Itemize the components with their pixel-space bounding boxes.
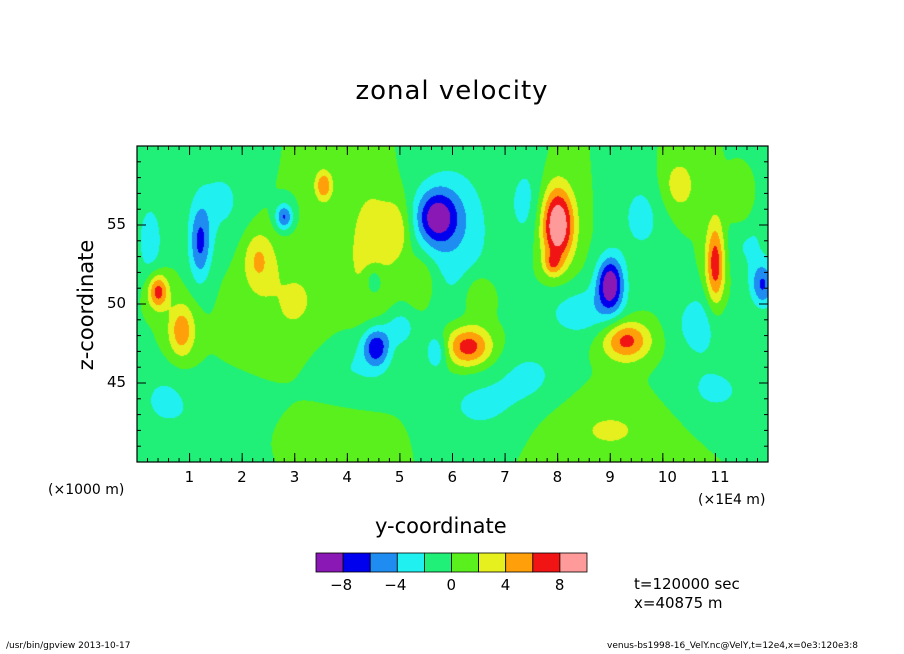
colorbar-swatch <box>532 552 561 573</box>
colorbar-swatch <box>342 552 371 573</box>
colorbar-swatch <box>369 552 398 573</box>
y-axis-unit: (×1000 m) <box>48 482 125 498</box>
colorbar-swatch <box>423 552 452 573</box>
axis-ticks <box>136 145 769 463</box>
colorbar-swatch <box>478 552 507 573</box>
colorbar <box>315 552 588 573</box>
colorbar-swatch <box>559 552 588 573</box>
x-tick-label: 6 <box>447 468 458 486</box>
colorbar-swatch <box>396 552 425 573</box>
x-tick-label: 10 <box>657 468 677 486</box>
y-tick-label: 45 <box>107 373 127 391</box>
colorbar-tick-label: −4 <box>384 576 407 594</box>
colorbar-swatch <box>505 552 534 573</box>
colorbar-tick-label: 4 <box>500 576 511 594</box>
x-tick-label: 4 <box>342 468 352 486</box>
x-tick-label: 11 <box>710 468 730 486</box>
colorbar-tick-label: 8 <box>554 576 565 594</box>
chart-title: zonal velocity <box>355 76 549 106</box>
footer-program: /usr/bin/gpview 2013-10-17 <box>6 641 131 651</box>
x-tick-label: 2 <box>237 468 247 486</box>
x-tick-label: 8 <box>552 468 563 486</box>
y-axis-label: z-coordinate <box>74 239 98 371</box>
footer-source: venus-bs1998-16_VelY.nc@VelY,t=12e4,x=0e… <box>607 641 858 651</box>
position-annotation: x=40875 m <box>634 594 723 612</box>
x-tick-label: 7 <box>500 468 510 486</box>
colorbar-tick-label: −8 <box>330 576 353 594</box>
velocity-contour-field <box>137 146 768 462</box>
x-tick-label: 1 <box>184 468 195 486</box>
y-tick-label: 50 <box>107 294 127 312</box>
x-axis-label-text: y-coordinate <box>375 514 507 538</box>
x-tick-label: 5 <box>394 468 405 486</box>
colorbar-swatch <box>451 552 480 573</box>
colorbar-swatch <box>315 552 344 573</box>
x-tick-label: 3 <box>289 468 300 486</box>
x-tick-label: 9 <box>605 468 615 486</box>
y-tick-label: 55 <box>107 215 127 233</box>
colorbar-tick-label: 0 <box>446 576 457 594</box>
x-axis-unit: (×1E4 m) <box>698 492 766 508</box>
time-annotation: t=120000 sec <box>634 575 740 593</box>
